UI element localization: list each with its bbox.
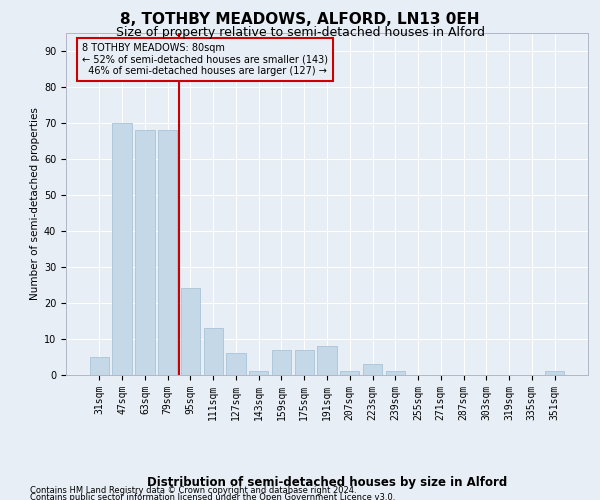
Bar	[135, 130, 155, 375]
Text: Size of property relative to semi-detached houses in Alford: Size of property relative to semi-detach…	[115, 26, 485, 39]
Bar	[363, 364, 382, 375]
Bar	[181, 288, 200, 375]
Text: Contains public sector information licensed under the Open Government Licence v3: Contains public sector information licen…	[30, 493, 395, 500]
Bar	[317, 346, 337, 375]
Bar	[295, 350, 314, 375]
Bar	[158, 130, 178, 375]
Text: Contains HM Land Registry data © Crown copyright and database right 2024.: Contains HM Land Registry data © Crown c…	[30, 486, 356, 495]
Bar	[90, 357, 109, 375]
Bar	[386, 372, 405, 375]
Bar	[249, 372, 268, 375]
Bar	[272, 350, 291, 375]
Bar	[203, 328, 223, 375]
X-axis label: Distribution of semi-detached houses by size in Alford: Distribution of semi-detached houses by …	[147, 476, 507, 488]
Y-axis label: Number of semi-detached properties: Number of semi-detached properties	[30, 108, 40, 300]
Bar	[112, 122, 132, 375]
Text: 8 TOTHBY MEADOWS: 80sqm
← 52% of semi-detached houses are smaller (143)
  46% of: 8 TOTHBY MEADOWS: 80sqm ← 52% of semi-de…	[82, 43, 328, 76]
Text: 8, TOTHBY MEADOWS, ALFORD, LN13 0EH: 8, TOTHBY MEADOWS, ALFORD, LN13 0EH	[120, 12, 480, 28]
Bar	[226, 354, 245, 375]
Bar	[340, 372, 359, 375]
Bar	[545, 372, 564, 375]
